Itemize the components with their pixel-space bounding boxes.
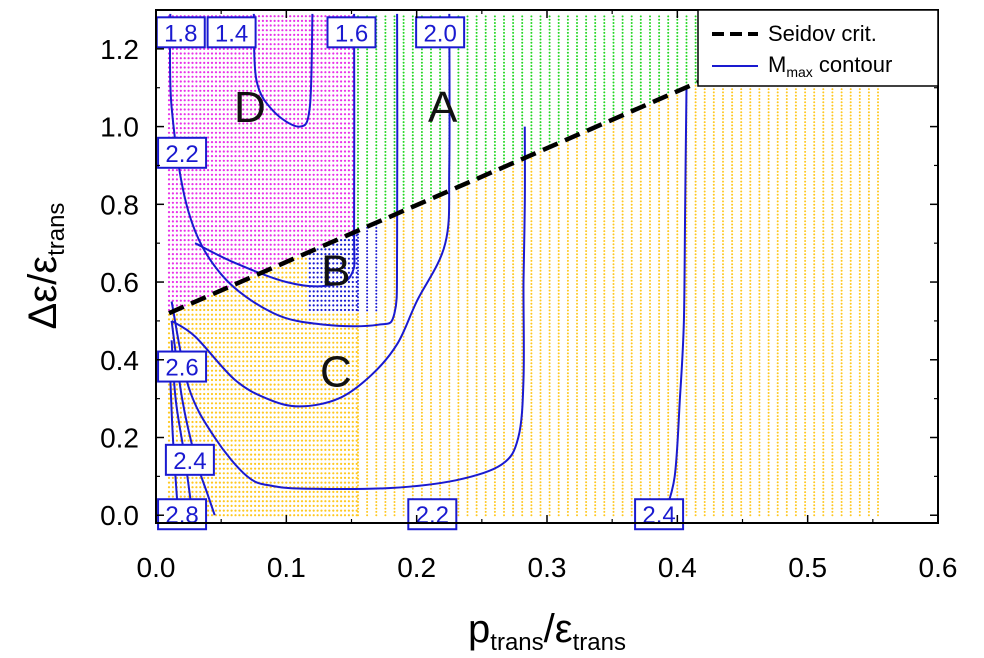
x-tick-label: 0.2 [397, 552, 436, 583]
contour-label-1.6: 1.6 [326, 16, 377, 49]
contour-label-text: 1.4 [215, 20, 248, 47]
region-label-D: D [234, 83, 266, 132]
x-tick-label: 0.6 [919, 552, 958, 583]
contour-label-box [157, 136, 208, 169]
contour-label-box [326, 16, 377, 49]
x-tick-label: 0.5 [788, 552, 827, 583]
contour-label-box [415, 16, 466, 49]
contour-label-box [157, 350, 208, 383]
y-tick-label: 1.0 [100, 112, 139, 143]
region-A-dots [357, 15, 697, 229]
contour-label-text: 1.8 [164, 20, 197, 47]
region-labels: A B C D [234, 83, 458, 396]
axis-ticks: 0.0 0.1 0.2 0.3 0.4 0.5 0.6 0.0 0.2 0.4 0.6 0.8 1.0 1… [100, 10, 957, 583]
y-tick-label: 1.2 [100, 34, 139, 65]
y-axis-label: Δε/εtrans [21, 203, 70, 330]
contour-label-2.8: 2.8 [157, 498, 208, 531]
y-tick-label: 0.8 [100, 189, 139, 220]
y-tick-label: 0.2 [100, 423, 139, 454]
contour-2.2 [170, 126, 526, 491]
contour-2.4 [663, 87, 688, 516]
contour-label-text: 2.4 [642, 502, 675, 529]
contour-2.0 [171, 13, 451, 408]
seidov-line [168, 77, 705, 316]
region-dots [167, 15, 879, 517]
region-C-dots [167, 15, 879, 517]
region-label-C: C [320, 347, 352, 396]
contour-label-box [157, 498, 208, 531]
contour-label-text: 2.2 [416, 502, 449, 529]
contour-label-box [634, 498, 685, 531]
legend-contour-label: Mmax contour [768, 52, 892, 80]
contour-1.6 [194, 13, 356, 288]
region-label-B: B [321, 246, 350, 295]
x-tick-label: 0.4 [658, 552, 697, 583]
legend-seidov-label: Seidov crit. [768, 21, 877, 46]
contour-label-box [407, 498, 458, 531]
seidov-criterion [168, 77, 705, 316]
legend: Seidov crit. Mmax contour [697, 9, 939, 87]
contour-label-text: 2.8 [165, 502, 198, 529]
contour-label-text: 2.4 [173, 448, 206, 475]
contour-label-2.0: 2.0 [415, 16, 466, 49]
x-tick-label: 0.3 [528, 552, 567, 583]
contour-label-text: 2.0 [423, 20, 456, 47]
contour-label-box [164, 443, 215, 476]
region-label-A: A [428, 83, 458, 132]
x-tick-label: 0.1 [267, 552, 306, 583]
contour-label-2.4: 2.4 [634, 498, 685, 531]
contour-1.4 [252, 13, 314, 128]
y-tick-label: 0.6 [100, 267, 139, 298]
x-tick-label: 0.0 [137, 552, 176, 583]
y-tick-label: 0.4 [100, 345, 139, 376]
contour-label-2.6: 2.6 [157, 350, 208, 383]
x-axis-label: ptrans/εtrans [468, 607, 626, 656]
contour-labels: 1.8 1.4 1.6 2.0 2.2 2.6 2.4 2.8 2.2 2.4 [155, 16, 685, 531]
contour-label-text: 2.6 [165, 355, 198, 382]
contour-label-box [155, 16, 206, 49]
contour-lines [168, 13, 688, 516]
region-D-dots [167, 15, 354, 312]
legend-box [697, 9, 939, 87]
contour-label-2.2: 2.2 [157, 136, 208, 169]
plot-frame [155, 9, 939, 524]
contour-label-1.4: 1.4 [206, 16, 257, 49]
contour-label-text: 2.2 [165, 141, 198, 168]
contour-label-box [206, 16, 257, 49]
contour-label-1.8: 1.8 [155, 16, 206, 49]
y-tick-label: 0.0 [100, 500, 139, 531]
contour-label-2.4: 2.4 [164, 443, 215, 476]
contour-label-text: 1.6 [335, 20, 368, 47]
contour-label-2.2: 2.2 [407, 498, 458, 531]
